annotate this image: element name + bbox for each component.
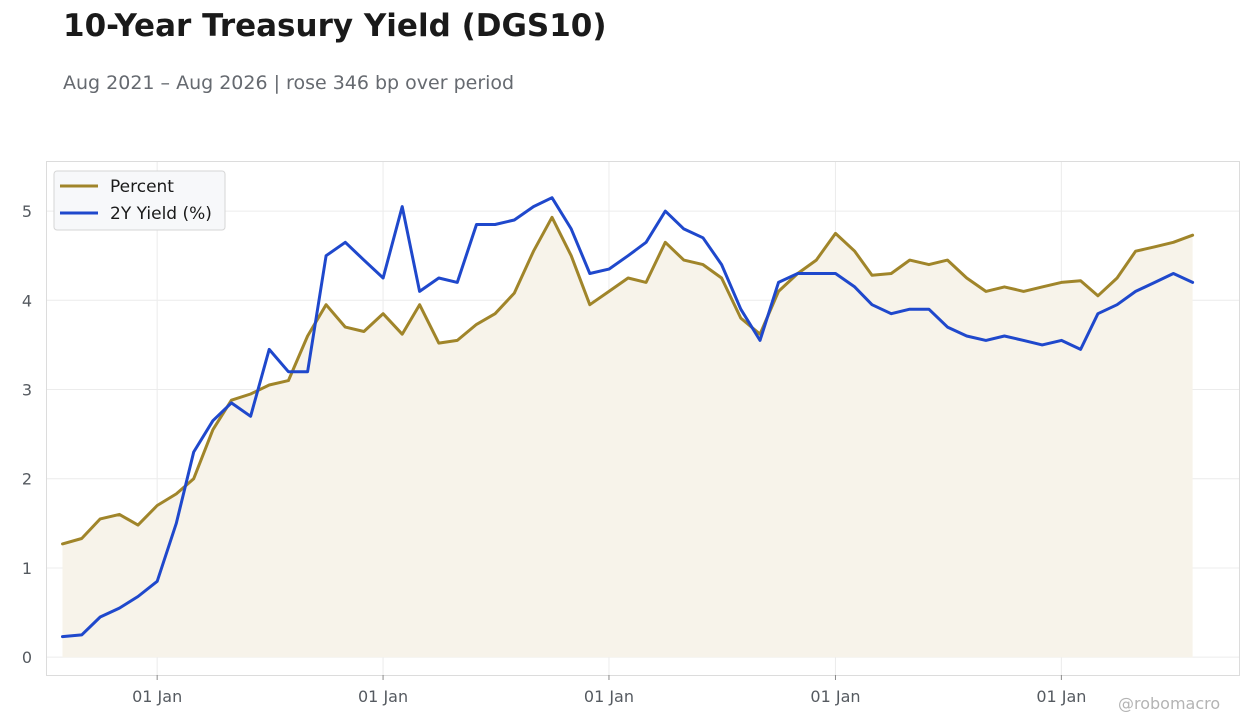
x-tick-label: 01 Jan	[584, 687, 634, 706]
y-tick-label: 1	[22, 559, 32, 578]
series-lines	[61, 196, 1195, 639]
axis-ticks: 0 1 2 3 4 5 01 Jan 01 Jan 01 Jan 01 Jan 01 Jan	[22, 202, 1087, 706]
y-tick-label: 0	[22, 648, 32, 667]
x-tick-label: 01 Jan	[810, 687, 860, 706]
y-tick-label: 2	[22, 470, 32, 489]
x-tick-label: 01 Jan	[358, 687, 408, 706]
y-tick-label: 5	[22, 202, 32, 221]
series-line-2y-yield	[61, 196, 1195, 639]
y-tick-label: 3	[22, 381, 32, 400]
legend-label-percent: Percent	[110, 177, 174, 197]
legend-label-2y-yield: 2Y Yield (%)	[110, 204, 212, 224]
chart-title: 10-Year Treasury Yield (DGS10)	[63, 8, 607, 44]
x-tick-label: 01 Jan	[132, 687, 182, 706]
x-tick-label: 01 Jan	[1036, 687, 1086, 706]
legend: Percent 2Y Yield (%)	[53, 170, 226, 231]
y-tick-label: 4	[22, 291, 32, 310]
watermark: @robomacro	[1118, 694, 1221, 713]
chart-subtitle: Aug 2021 – Aug 2026 | rose 346 bp over p…	[63, 72, 515, 94]
series-line-percent	[61, 215, 1195, 546]
